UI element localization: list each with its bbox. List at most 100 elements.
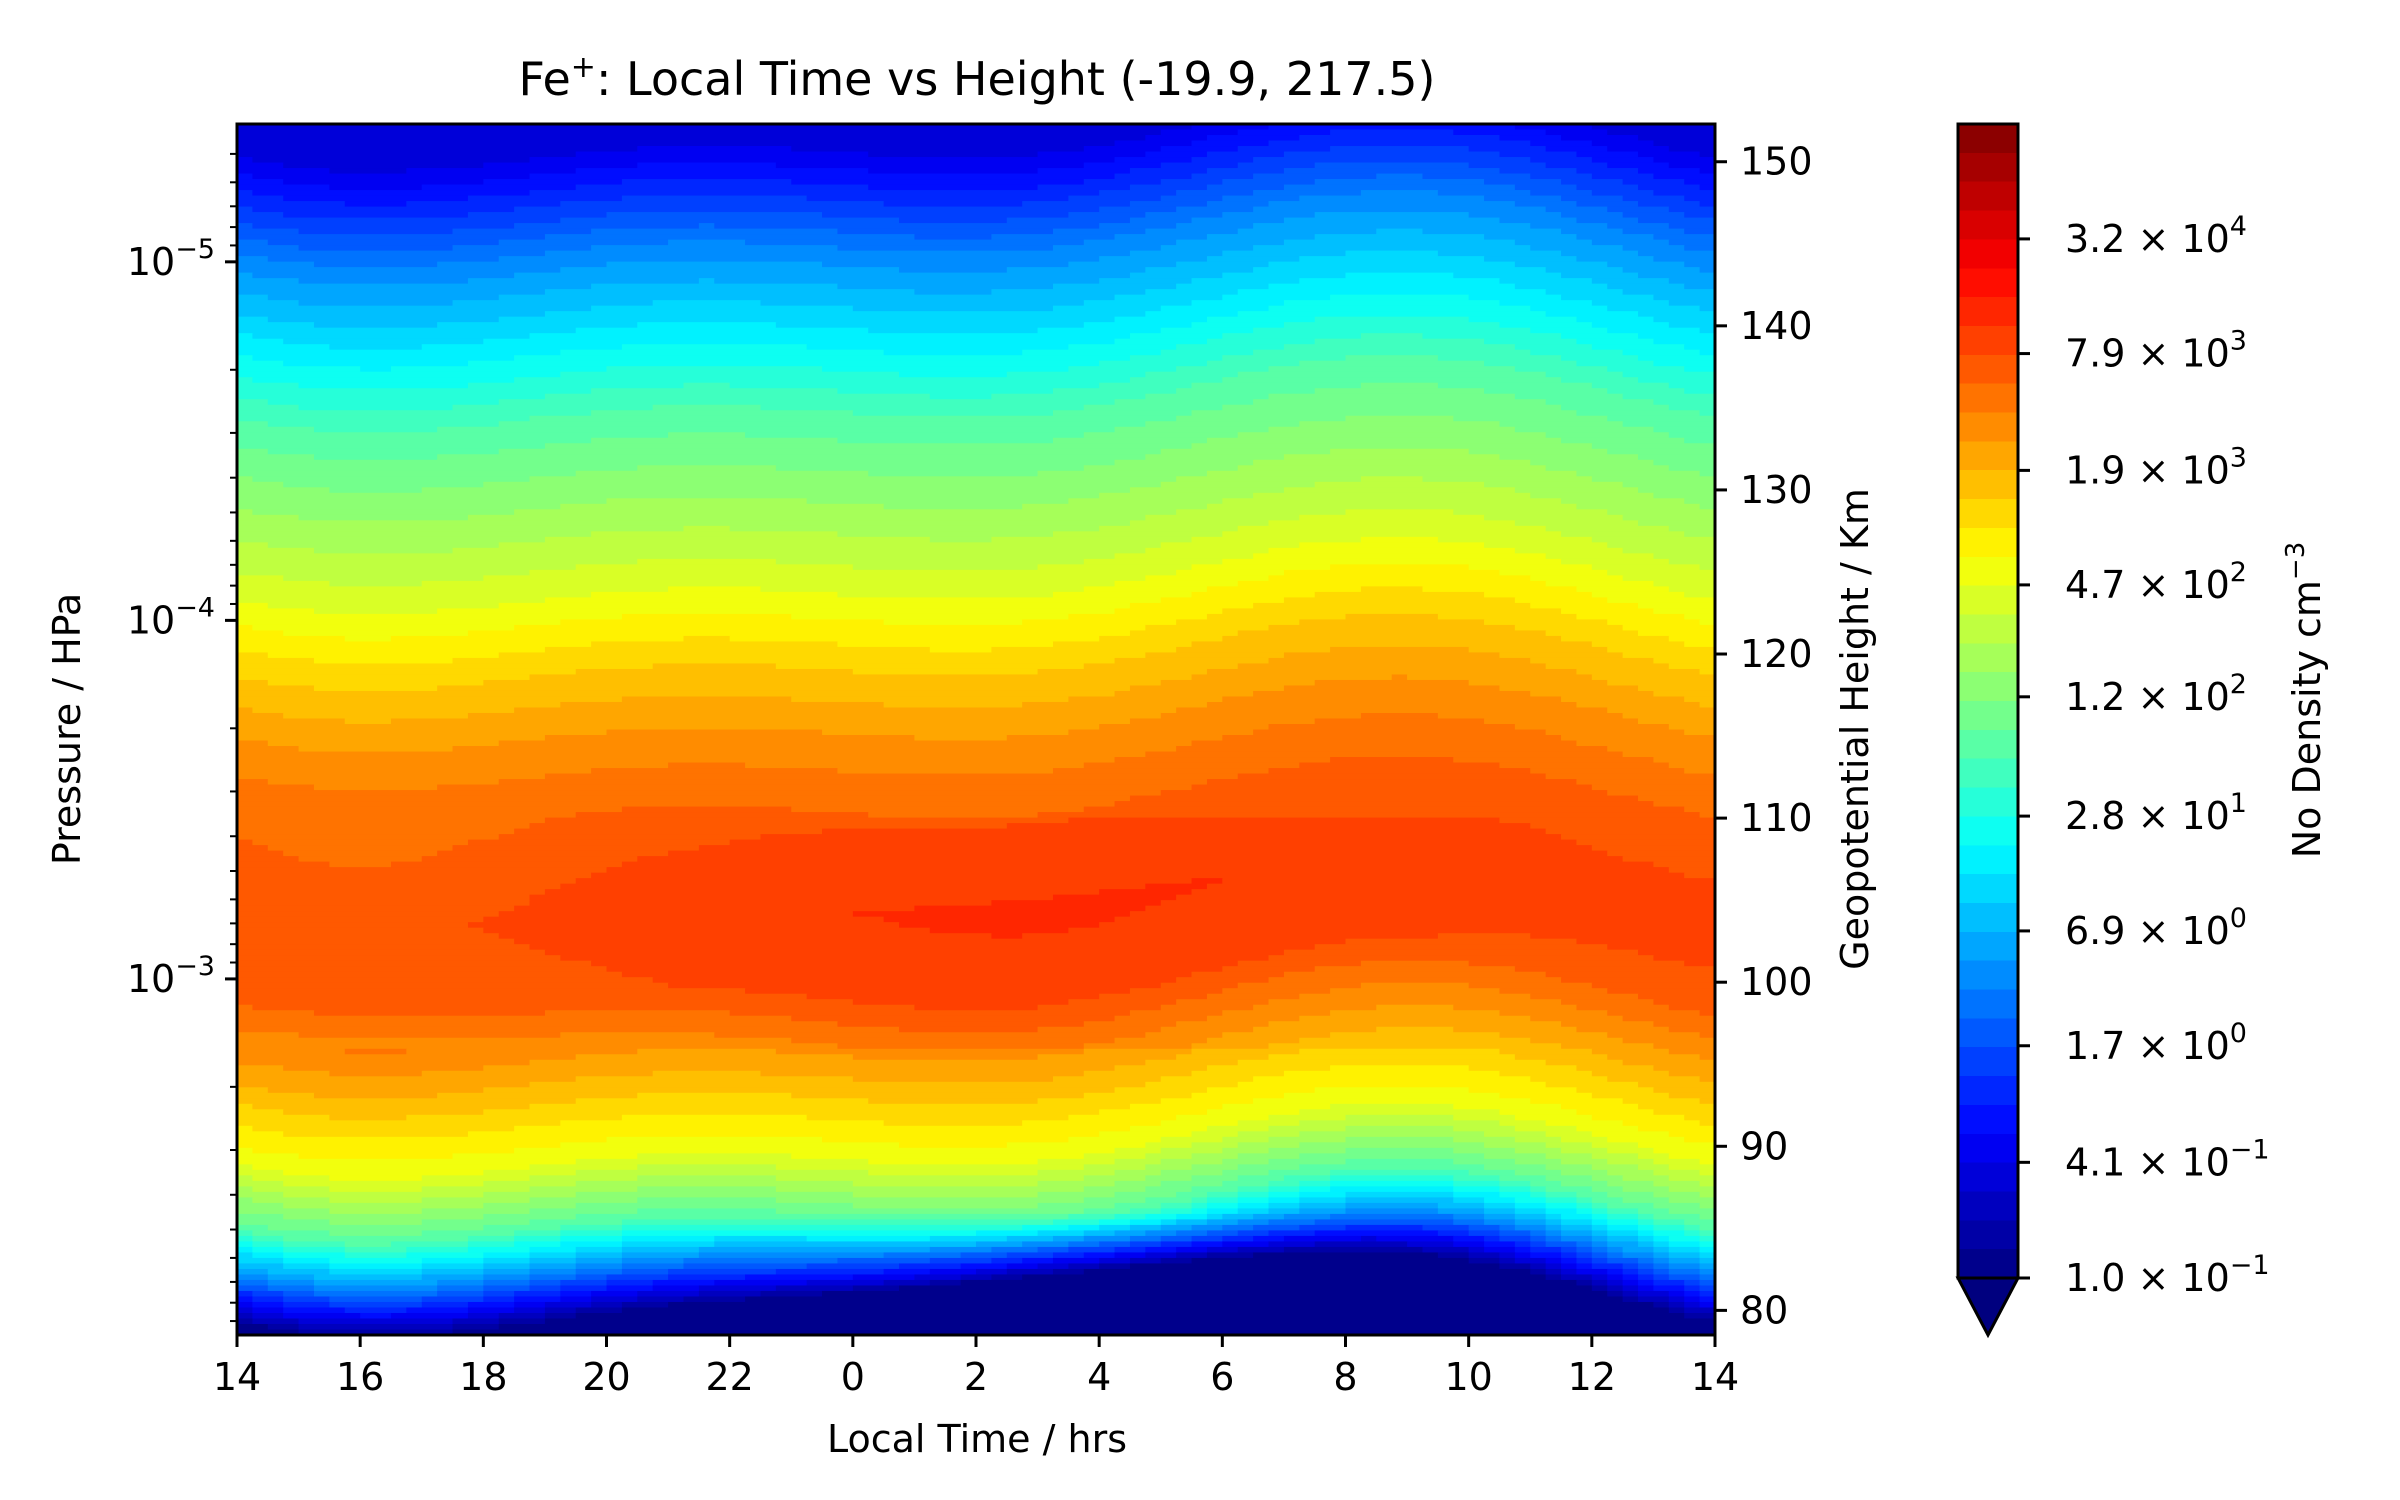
contour-cell <box>1699 470 1715 478</box>
contour-cell <box>514 272 1131 279</box>
contour-cell <box>267 316 500 323</box>
contour-cell <box>1622 179 1686 186</box>
contour-cell <box>1499 421 1624 428</box>
contour-cell <box>1129 272 1224 279</box>
contour-cell <box>1160 327 1254 334</box>
contour-cell <box>1545 1213 1562 1221</box>
contour-cell <box>1253 602 1532 610</box>
contour-cell <box>1299 135 1501 142</box>
contour-cell <box>1545 1186 1593 1193</box>
contour-cell <box>1083 1186 1147 1193</box>
contour-cell <box>329 487 423 494</box>
contour-cell <box>1684 195 1715 202</box>
contour-cell <box>483 916 885 923</box>
contour-cell <box>1299 1120 1501 1127</box>
contour-cell <box>1330 1186 1455 1193</box>
contour-cell <box>1684 283 1715 290</box>
contour-cell <box>1160 1235 1193 1243</box>
contour-cell <box>1145 151 1208 158</box>
contour-cell <box>252 1318 300 1325</box>
contour-cell <box>1591 674 1715 681</box>
contour-cell <box>960 1252 1008 1259</box>
contour-cell <box>1083 1230 1116 1237</box>
contour-cell <box>514 1296 562 1303</box>
contour-cell <box>313 1290 438 1298</box>
contour-cell <box>791 179 1085 186</box>
contour-cell <box>1099 635 1224 643</box>
contour-cell <box>1145 1175 1193 1182</box>
contour-cell <box>1360 333 1424 340</box>
contour-cell <box>529 1252 577 1259</box>
contour-cell <box>544 735 916 742</box>
contour-cell <box>1114 1213 1147 1221</box>
contour-cell <box>883 916 1116 923</box>
contour-cell <box>1484 1246 1516 1254</box>
contour-cell <box>1037 327 1162 334</box>
contour-cell <box>483 481 1162 489</box>
contour-cell <box>237 1219 331 1226</box>
contour-cell <box>1453 415 1609 423</box>
contour-cell <box>591 305 854 312</box>
contour-cell <box>1453 1186 1501 1193</box>
contour-cell <box>1206 1252 1254 1259</box>
contour-cell <box>1607 1208 1639 1215</box>
contour-cell <box>837 531 1054 538</box>
contour-cell <box>1176 707 1609 714</box>
contour-cell <box>1514 1114 1593 1122</box>
contour-cell <box>237 151 577 158</box>
contour-cell <box>1699 668 1715 676</box>
contour-cell <box>1514 1252 1532 1259</box>
contour-cell <box>1083 1164 1147 1171</box>
contour-cell <box>1545 267 1624 274</box>
contour-cell <box>1345 1125 1455 1133</box>
x-tick-label: 4 <box>1087 1355 1111 1399</box>
contour-cell <box>1453 1213 1485 1221</box>
contour-cell <box>1222 294 1331 301</box>
contour-cell <box>437 1092 639 1100</box>
contour-cell <box>1068 1263 1100 1270</box>
contour-cell <box>237 509 254 516</box>
contour-cell <box>237 1252 254 1259</box>
contour-cell <box>1591 564 1701 571</box>
contour-cell <box>237 795 1131 802</box>
contour-cell <box>467 382 685 390</box>
contour-cell <box>1145 1081 1239 1089</box>
contour-cell <box>1253 1252 1439 1259</box>
contour-cell <box>1052 1076 1162 1083</box>
contour-cell <box>452 845 700 852</box>
contour-cell <box>1514 426 1655 434</box>
contour-cell <box>1006 1235 1054 1243</box>
contour-cell <box>1499 278 1593 285</box>
contour-cell <box>237 762 669 769</box>
colorbar-tick-label: 6.9 × 100 <box>2065 903 2247 953</box>
contour-cell <box>1437 382 1593 390</box>
contour-cell <box>1699 1076 1715 1083</box>
contour-cell <box>529 1208 639 1215</box>
contour-cell <box>267 1087 485 1094</box>
contour-cell <box>237 168 331 175</box>
contour-cell <box>421 487 1131 494</box>
contour-cell <box>1653 140 1715 147</box>
contour-cell <box>1206 1109 1301 1116</box>
contour-cell <box>1668 162 1715 169</box>
contour-cell <box>467 212 608 219</box>
contour-cell <box>1638 454 1715 461</box>
contour-cell <box>1176 569 1285 577</box>
contour-cell <box>1530 602 1639 610</box>
contour-cell <box>1376 1004 1455 1012</box>
contour-cell <box>1668 1026 1715 1034</box>
contour-cell <box>1253 267 1547 274</box>
contour-cell <box>1638 1279 1655 1287</box>
contour-cell <box>1607 1213 1639 1221</box>
contour-cell <box>1484 591 1593 599</box>
contour-cell <box>852 1202 1039 1210</box>
contour-cell <box>1684 1219 1715 1226</box>
contour-cell <box>1530 823 1715 830</box>
contour-cell <box>1253 492 1532 500</box>
contour-cell <box>329 580 423 588</box>
contour-cell <box>1561 1257 1578 1265</box>
contour-cell <box>1283 1235 1362 1243</box>
contour-cell <box>775 1208 1085 1215</box>
contour-cell <box>575 1257 623 1265</box>
contour-cell <box>1129 602 1254 610</box>
